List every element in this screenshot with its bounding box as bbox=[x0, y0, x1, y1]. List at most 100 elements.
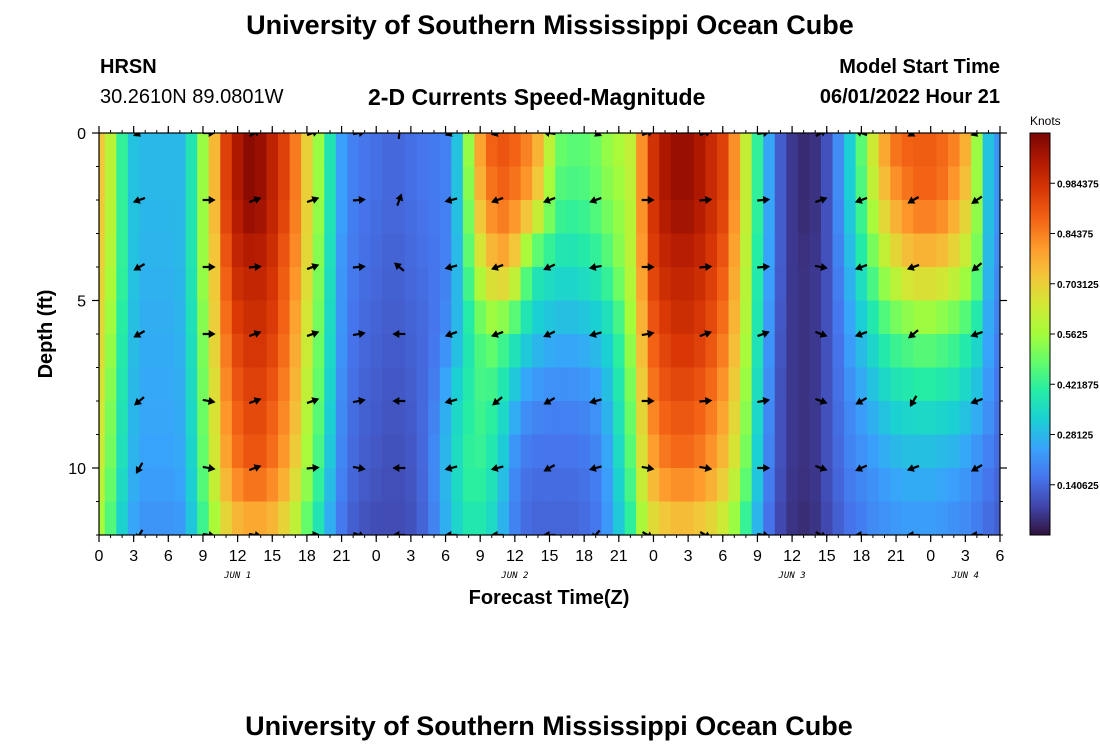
heatmap-cell bbox=[162, 200, 175, 235]
heatmap-cell bbox=[162, 434, 175, 469]
current-arrow bbox=[589, 196, 602, 204]
heatmap-cell bbox=[197, 200, 210, 235]
heatmap-cell bbox=[185, 166, 198, 201]
heatmap-cell bbox=[462, 233, 476, 268]
heatmap-cell bbox=[497, 501, 510, 535]
heatmap-cell bbox=[901, 501, 914, 535]
current-arrow bbox=[814, 330, 828, 338]
heatmap-cell bbox=[104, 300, 117, 335]
heatmap-cell bbox=[312, 468, 325, 503]
heatmap-cell bbox=[324, 166, 337, 201]
heatmap-cell bbox=[185, 501, 198, 535]
heatmap-cell bbox=[716, 166, 730, 201]
heatmap-cell bbox=[844, 401, 857, 436]
heatmap-cell bbox=[855, 133, 868, 168]
x-tick-label: 12 bbox=[506, 548, 524, 565]
heatmap-cell bbox=[786, 300, 799, 335]
heatmap-cell bbox=[786, 367, 799, 402]
heatmap-cell bbox=[924, 133, 938, 168]
heatmap-cell bbox=[705, 501, 718, 535]
heatmap-cell bbox=[289, 401, 302, 436]
heatmap-cell bbox=[786, 233, 799, 268]
heatmap-cell bbox=[901, 334, 914, 369]
heatmap-cell bbox=[728, 367, 741, 402]
x-tick-label: 3 bbox=[961, 548, 970, 565]
heatmap-cell bbox=[913, 300, 926, 335]
heatmap-cell bbox=[578, 434, 591, 469]
heatmap-cell bbox=[162, 233, 175, 268]
heatmap-cell bbox=[220, 200, 233, 235]
heatmap-cell bbox=[231, 200, 244, 235]
current-arrow bbox=[352, 531, 366, 535]
current-arrow bbox=[641, 196, 655, 204]
heatmap-cell bbox=[370, 334, 383, 369]
heatmap-cell bbox=[740, 233, 753, 268]
heatmap-cell bbox=[416, 401, 429, 436]
heatmap-cell bbox=[543, 267, 556, 302]
heatmap-cell bbox=[520, 200, 533, 235]
heatmap-cell bbox=[451, 501, 464, 535]
heatmap-cell bbox=[243, 267, 256, 302]
heatmap-cell bbox=[878, 133, 891, 168]
heatmap-cell bbox=[509, 501, 522, 535]
heatmap-cell bbox=[994, 367, 1000, 402]
heatmap-cell bbox=[959, 133, 972, 168]
heatmap-cell bbox=[901, 468, 914, 503]
heatmap-cell bbox=[335, 367, 348, 402]
heatmap-cell bbox=[855, 233, 868, 268]
heatmap-cell bbox=[659, 434, 672, 469]
heatmap-cell bbox=[728, 334, 741, 369]
current-arrow bbox=[393, 262, 405, 272]
heatmap-cell bbox=[532, 367, 545, 402]
heatmap-cell bbox=[197, 300, 210, 335]
heatmap-cell bbox=[278, 468, 291, 503]
current-arrow bbox=[970, 330, 983, 338]
heatmap-cell bbox=[254, 133, 268, 168]
heatmap-cell bbox=[162, 367, 175, 402]
current-arrow bbox=[202, 263, 216, 271]
heatmap-cell bbox=[890, 166, 903, 201]
heatmap-cell bbox=[439, 434, 452, 469]
heatmap-cell bbox=[751, 434, 764, 469]
heatmap-cell bbox=[393, 200, 406, 235]
current-arrow bbox=[135, 462, 144, 475]
heatmap-cell bbox=[393, 166, 406, 201]
heatmap-cell bbox=[335, 468, 348, 503]
heatmap-cell bbox=[844, 166, 857, 201]
heatmap-cell bbox=[924, 233, 938, 268]
heatmap-cell bbox=[948, 367, 961, 402]
heatmap-cell bbox=[231, 501, 244, 535]
heatmap-cell bbox=[104, 401, 117, 436]
heatmap-cell bbox=[428, 233, 441, 268]
heatmap-cell bbox=[509, 334, 522, 369]
heatmap-cell bbox=[555, 468, 568, 503]
heatmap-cell bbox=[647, 501, 660, 535]
heatmap-cell bbox=[751, 200, 764, 235]
current-arrow bbox=[444, 397, 458, 405]
heatmap-cell bbox=[278, 367, 291, 402]
heatmap-cell bbox=[439, 133, 452, 168]
heatmap-cell bbox=[509, 300, 522, 335]
heatmap-cell bbox=[254, 166, 268, 201]
heatmap-cell bbox=[555, 401, 568, 436]
heatmap-cell bbox=[855, 468, 868, 503]
heatmap-cell bbox=[740, 334, 753, 369]
heatmap-cell bbox=[197, 233, 210, 268]
heatmap-cell bbox=[659, 133, 672, 168]
x-tick-label: 3 bbox=[129, 548, 138, 565]
heatmap-cell bbox=[936, 501, 949, 535]
heatmap-cell bbox=[127, 401, 141, 436]
heatmap-cell bbox=[428, 200, 441, 235]
current-arrow bbox=[542, 196, 556, 204]
heatmap-cell bbox=[485, 200, 499, 235]
heatmap-cell bbox=[682, 334, 695, 369]
heatmap-cell bbox=[254, 233, 268, 268]
current-arrow bbox=[971, 262, 983, 272]
heatmap-cell bbox=[832, 434, 845, 469]
current-arrow bbox=[815, 531, 828, 535]
current-arrow bbox=[854, 133, 868, 137]
heatmap-cell bbox=[139, 166, 152, 201]
heatmap-cell bbox=[116, 334, 129, 369]
x-tick-label: 15 bbox=[263, 548, 281, 565]
heatmap-cell bbox=[116, 166, 129, 201]
